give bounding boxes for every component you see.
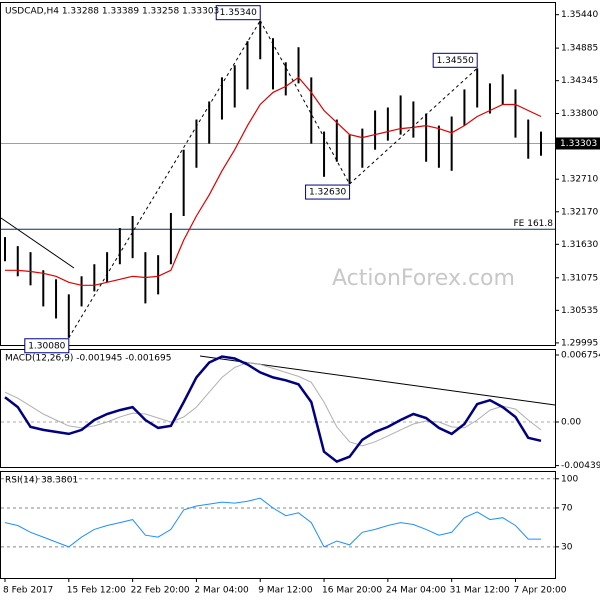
wave-line [259,20,351,185]
y-tick-label: 1.34885 [561,44,598,54]
y-tick-label: 0.00 [561,417,581,427]
annotation-label: 1.34550 [437,56,474,66]
y-tick-label: 1.32710 [561,175,598,185]
y-tick-label: 1.29995 [561,338,598,348]
trend-line [0,217,75,269]
panel-title: MACD(12,26,9) -0.001945 -0.001695 [5,354,171,364]
panel-title: USDCAD,H4 1.33288 1.33389 1.33258 1.3330… [5,7,219,17]
x-tick-label: 9 Mar 12:00 [258,586,313,596]
y-tick-label: 1.33800 [561,109,598,119]
annotation-box [24,338,70,354]
y-tick-label: 30 [561,542,573,552]
price-label-box [556,137,600,150]
y-tick-label: 1.30535 [561,306,598,316]
x-tick-label: 24 Mar 04:00 [386,586,446,596]
y-tick-label: 1.31075 [561,273,598,283]
annotation-box [215,5,261,21]
annotation-label: 1.30080 [28,341,65,351]
wave-line [349,67,478,185]
price-panel [0,2,556,346]
macd-panel [0,349,556,468]
y-tick-label: 0.006754 [561,351,600,361]
y-tick-label: 1.32170 [561,207,598,217]
y-tick-label: 70 [561,503,573,513]
y-tick-label: 1.35440 [561,10,598,20]
x-tick-label: 7 Apr 20:00 [513,586,566,596]
panel-title: RSI(14) 38.3801 [5,476,78,486]
x-tick-label: 15 Feb 12:00 [67,586,126,596]
watermark: ActionForex.com [332,266,515,291]
line-series [5,76,542,286]
x-tick-label: 22 Feb 20:00 [131,586,190,596]
x-tick-label: 31 Mar 12:00 [450,586,510,596]
rsi-panel [0,471,556,579]
line-series [4,497,541,548]
annotation-box [432,52,478,68]
wave-line [68,20,261,339]
y-tick-label: 1.31630 [561,240,598,250]
x-tick-label: 16 Mar 20:00 [322,586,382,596]
x-tick-label: 2 Mar 04:00 [194,586,249,596]
y-tick-label: 1.34345 [561,76,598,86]
annotation-label: 1.35340 [220,8,257,18]
hline-label: FE 161.8 [514,219,554,229]
y-tick-label: -0.004399 [561,461,600,471]
y-tick-label: 100 [561,474,578,484]
annotation-box [305,184,351,200]
annotation-label: 1.32630 [309,188,346,198]
line-series [4,361,542,447]
line-series [4,355,542,464]
price-label: 1.33303 [560,139,597,149]
x-tick-label: 8 Feb 2017 [3,586,53,596]
